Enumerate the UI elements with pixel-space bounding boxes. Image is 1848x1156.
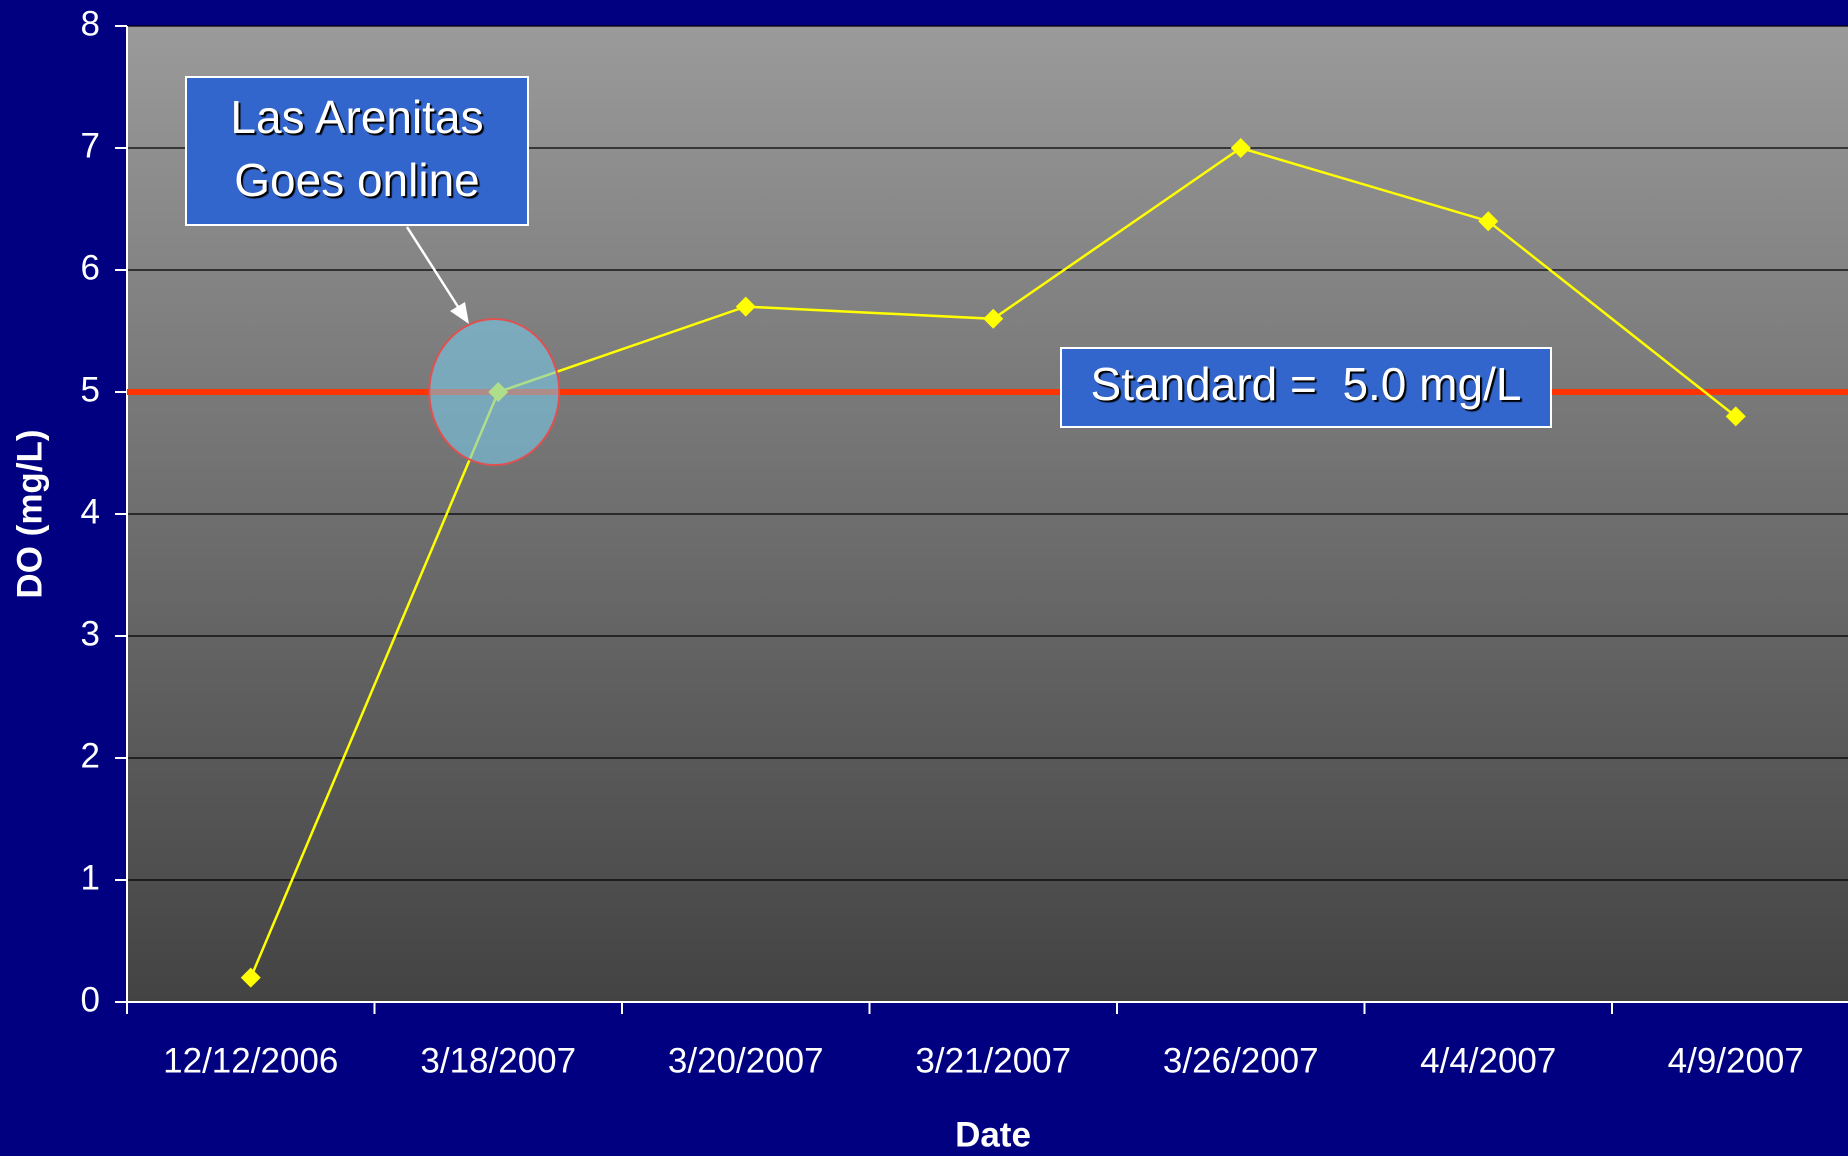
- reference-label: Standard = 5.0 mg/L: [1091, 358, 1522, 410]
- data-point: [1725, 406, 1746, 427]
- y-tick-label: 4: [81, 492, 100, 531]
- x-axis-title: Date: [955, 1115, 1031, 1154]
- arrow-head: [450, 302, 469, 324]
- annotation-arrow: [405, 226, 464, 314]
- data-point: [983, 308, 1004, 329]
- data-point: [735, 296, 756, 317]
- data-point: [240, 967, 261, 988]
- y-tick-label: 5: [81, 370, 100, 409]
- x-tick-label: 3/21/2007: [915, 1041, 1071, 1080]
- y-tick-label: 2: [81, 736, 100, 775]
- reference-label-box: [1060, 347, 1552, 428]
- y-tick-label: 8: [81, 4, 100, 43]
- annotation-text: Goes online: [234, 154, 480, 206]
- x-tick-label: 3/20/2007: [668, 1041, 824, 1080]
- y-tick-label: 7: [81, 126, 100, 165]
- y-tick-label: 3: [81, 614, 100, 653]
- x-tick-label: 4/9/2007: [1668, 1041, 1804, 1080]
- x-tick-label: 3/26/2007: [1163, 1041, 1319, 1080]
- annotation-text: Las Arenitas: [230, 91, 483, 143]
- y-tick-label: 0: [81, 980, 100, 1019]
- highlight-circle: [428, 318, 561, 466]
- y-tick-label: 1: [81, 858, 100, 897]
- data-point: [1478, 211, 1499, 232]
- x-tick-label: 12/12/2006: [163, 1041, 338, 1080]
- data-point: [1230, 138, 1251, 158]
- x-tick-label: 4/4/2007: [1420, 1041, 1556, 1080]
- y-axis-title: DO (mg/L): [10, 429, 49, 598]
- x-tick-label: 3/18/2007: [420, 1041, 576, 1080]
- y-tick-label: 6: [81, 248, 100, 287]
- annotation-box: [185, 76, 529, 226]
